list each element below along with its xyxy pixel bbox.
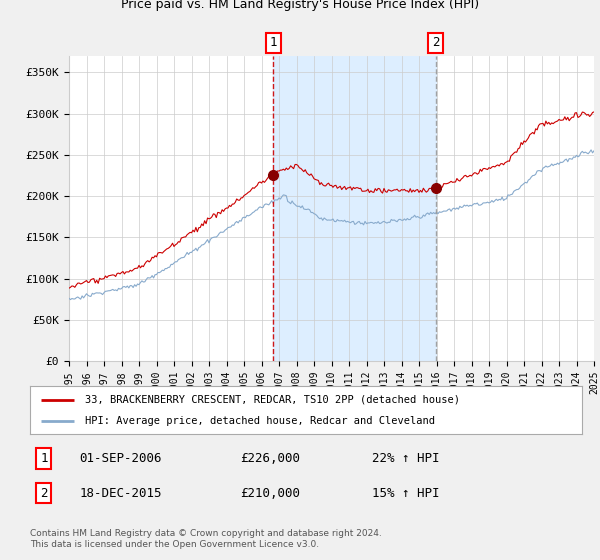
Text: 22% ↑ HPI: 22% ↑ HPI <box>372 452 440 465</box>
Text: 2: 2 <box>432 36 440 49</box>
Text: Contains HM Land Registry data © Crown copyright and database right 2024.
This d: Contains HM Land Registry data © Crown c… <box>30 529 382 549</box>
Text: HPI: Average price, detached house, Redcar and Cleveland: HPI: Average price, detached house, Redc… <box>85 416 435 426</box>
Text: 01-SEP-2006: 01-SEP-2006 <box>80 452 162 465</box>
Text: £210,000: £210,000 <box>240 487 300 500</box>
Text: 15% ↑ HPI: 15% ↑ HPI <box>372 487 440 500</box>
Text: Price paid vs. HM Land Registry's House Price Index (HPI): Price paid vs. HM Land Registry's House … <box>121 0 479 11</box>
Text: 33, BRACKENBERRY CRESCENT, REDCAR, TS10 2PP (detached house): 33, BRACKENBERRY CRESCENT, REDCAR, TS10 … <box>85 395 460 405</box>
Bar <box>273 56 436 361</box>
Text: 18-DEC-2015: 18-DEC-2015 <box>80 487 162 500</box>
Text: 1: 1 <box>40 452 47 465</box>
Text: 2: 2 <box>40 487 47 500</box>
Text: 1: 1 <box>269 36 277 49</box>
Text: £226,000: £226,000 <box>240 452 300 465</box>
